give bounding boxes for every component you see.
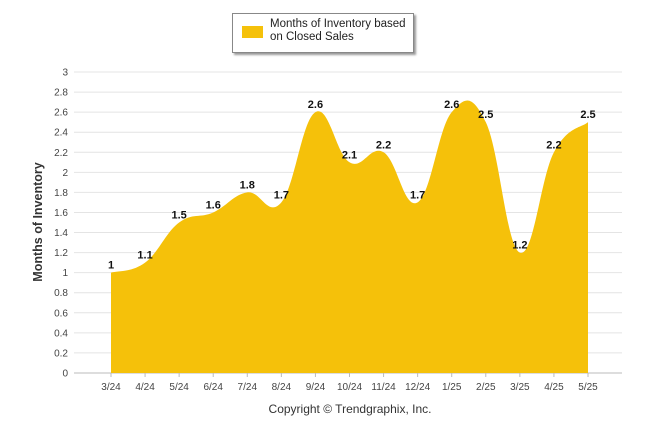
x-tick-label: 9/24 — [306, 382, 326, 393]
x-tick-label: 10/24 — [337, 382, 362, 393]
data-label: 1.8 — [240, 179, 255, 191]
x-tick-label: 5/24 — [169, 382, 189, 393]
data-label: 2.2 — [376, 139, 391, 151]
y-tick-label: 0.8 — [54, 288, 68, 299]
y-axis-ticks: 0 0.2 0.4 0.6 0.8 1 1.2 1.4 1.6 1.8 2 2.2 2.4 2.6 2.8 3 — [54, 68, 68, 380]
x-axis-ticks: 3/24 4/24 5/24 6/24 7/24 8/24 9/24 10/24 11/24 12… — [101, 373, 598, 393]
y-tick-label: 2.4 — [54, 128, 68, 139]
y-tick-label: 2.6 — [54, 108, 68, 119]
y-tick-label: 3 — [62, 68, 68, 79]
x-tick-label: 3/25 — [510, 382, 530, 393]
chart-legend: Months of Inventory based on Closed Sale… — [232, 13, 414, 53]
area-fill — [111, 100, 588, 373]
area-series — [111, 100, 588, 373]
x-tick-label: 11/24 — [371, 382, 396, 393]
data-label: 1.7 — [410, 189, 425, 201]
x-tick-label: 4/24 — [135, 382, 155, 393]
x-tick-label: 3/24 — [101, 382, 121, 393]
y-tick-label: 2.2 — [54, 148, 68, 159]
y-tick-label: 0.6 — [54, 308, 68, 319]
data-label: 1.2 — [512, 240, 527, 252]
x-tick-label: 6/24 — [203, 382, 223, 393]
y-axis-label: Months of Inventory — [31, 162, 45, 281]
data-label: 1.1 — [137, 250, 152, 262]
y-tick-label: 1.8 — [54, 188, 68, 199]
data-label: 2.6 — [444, 99, 459, 111]
x-tick-label: 5/25 — [578, 382, 598, 393]
y-tick-label: 2.8 — [54, 88, 68, 99]
x-tick-label: 1/25 — [442, 382, 462, 393]
x-tick-label: 7/24 — [238, 382, 258, 393]
y-tick-label: 1.2 — [54, 248, 68, 259]
data-label: 2.5 — [478, 109, 493, 121]
x-tick-label: 8/24 — [272, 382, 292, 393]
data-label: 1.7 — [274, 189, 289, 201]
copyright-text: Copyright © Trendgraphix, Inc. — [269, 402, 432, 416]
x-tick-label: 2/25 — [476, 382, 496, 393]
data-label: 1 — [108, 260, 114, 272]
y-tick-label: 1.4 — [54, 228, 68, 239]
y-tick-label: 1 — [62, 268, 68, 279]
data-label: 1.6 — [206, 199, 221, 211]
y-tick-label: 2 — [62, 168, 68, 179]
y-tick-label: 0.2 — [54, 348, 68, 359]
y-tick-label: 0.4 — [54, 328, 68, 339]
data-label: 1.5 — [171, 210, 186, 222]
y-tick-label: 1.6 — [54, 208, 68, 219]
data-label: 2.5 — [580, 109, 595, 121]
x-tick-label: 12/24 — [405, 382, 430, 393]
y-tick-label: 0 — [62, 369, 68, 380]
legend-swatch — [242, 26, 263, 38]
legend-label: Months of Inventory based on Closed Sale… — [270, 18, 406, 43]
data-label: 2.2 — [546, 139, 561, 151]
data-label: 2.1 — [342, 149, 357, 161]
data-labels: 1 1.1 1.5 1.6 1.8 1.7 2.6 2.1 2.2 1.7 2.6 2.5 1.2 2.2… — [108, 99, 596, 272]
x-tick-label: 4/25 — [544, 382, 564, 393]
data-label: 2.6 — [308, 99, 323, 111]
